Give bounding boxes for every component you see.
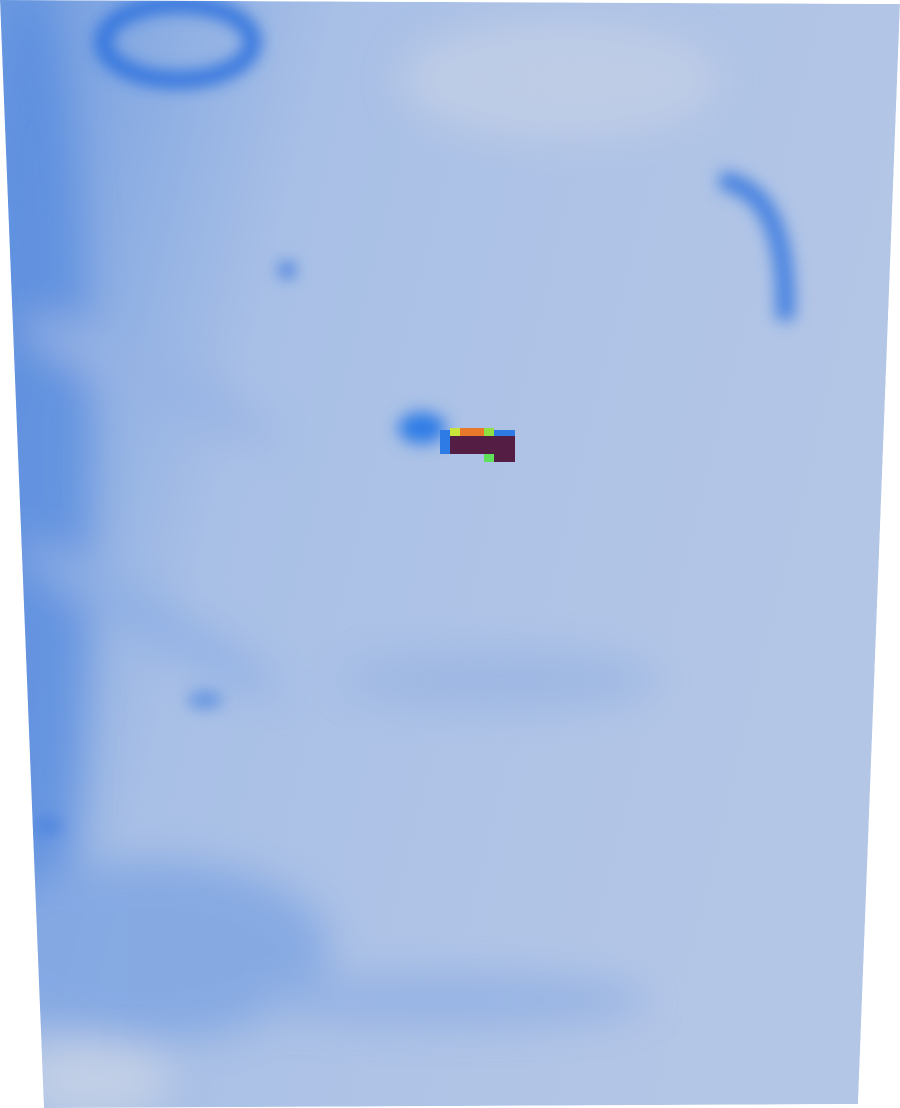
anomaly: [440, 428, 515, 462]
shading: [0, 0, 720, 1108]
features: [34, 0, 795, 834]
